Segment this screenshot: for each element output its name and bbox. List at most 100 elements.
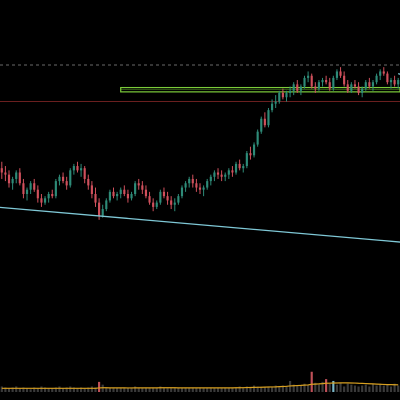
- volume-bar: [162, 387, 166, 392]
- candle-body: [177, 196, 180, 203]
- volume-bar: [234, 387, 238, 392]
- candle-body: [130, 194, 133, 199]
- candle-body: [386, 73, 389, 83]
- volume-moving-average: [1, 382, 399, 389]
- volume-bar: [98, 381, 101, 392]
- candle-body: [15, 172, 18, 179]
- volume-bar: [281, 385, 284, 392]
- candle-body: [33, 183, 36, 190]
- volume-bar: [123, 387, 126, 392]
- candle-body: [162, 191, 166, 197]
- candle-body: [375, 75, 378, 83]
- candle-body: [206, 181, 209, 188]
- candle-body: [397, 80, 400, 85]
- candle-body: [0, 168, 3, 173]
- volume-bar: [350, 384, 353, 392]
- volume-bar: [299, 385, 302, 392]
- volume-bar: [353, 385, 357, 392]
- candle-body: [134, 183, 137, 194]
- candle-body: [180, 187, 184, 197]
- volume-bar: [231, 387, 234, 392]
- candle-body: [389, 80, 393, 83]
- candle-body: [123, 189, 126, 194]
- candle-body: [119, 189, 122, 194]
- volume-bar: [270, 386, 274, 392]
- candle-body: [198, 187, 202, 190]
- candle-body: [40, 198, 43, 203]
- candle-body: [224, 174, 227, 177]
- candle-body: [4, 172, 7, 175]
- candle-body: [231, 170, 234, 173]
- candle-body: [357, 86, 360, 93]
- candle-body: [303, 77, 306, 87]
- candle-body: [267, 110, 270, 126]
- volume-bar: [141, 388, 144, 392]
- volume-bar: [332, 380, 335, 392]
- volume-bar: [386, 384, 389, 392]
- volume-bar: [148, 388, 151, 392]
- horizontal-levels: [0, 64, 400, 103]
- volume-bar: [18, 388, 21, 392]
- candle-body: [364, 82, 367, 89]
- volume-bar: [47, 388, 50, 392]
- volume-bar: [249, 387, 252, 392]
- volume-bar: [180, 388, 184, 392]
- volume-bar: [116, 388, 119, 392]
- candle-body: [382, 71, 385, 74]
- candle-body: [368, 82, 371, 87]
- candle-body: [335, 71, 339, 78]
- candle-body: [296, 84, 299, 91]
- volume-bar: [307, 384, 310, 392]
- volume-bar: [36, 388, 39, 392]
- volume-bar: [22, 387, 25, 392]
- candle-body: [72, 166, 75, 171]
- volume-bar: [119, 388, 122, 392]
- candle-body: [317, 82, 320, 89]
- candle-body: [339, 71, 342, 76]
- volume-bar: [166, 388, 169, 392]
- trendlines: [0, 72, 400, 243]
- volume-bar: [7, 388, 11, 392]
- volume-bar: [105, 387, 108, 392]
- volume-bar: [379, 384, 382, 392]
- volume-bar: [87, 387, 90, 392]
- candle-body: [54, 181, 57, 197]
- volume-bar: [83, 388, 86, 392]
- candle-body: [281, 92, 284, 98]
- price-candles: [0, 67, 400, 220]
- volume-bar: [339, 382, 342, 392]
- volume-bar: [224, 387, 227, 392]
- volume-bar: [94, 387, 97, 392]
- volume-bar: [267, 387, 270, 392]
- candle-body: [87, 178, 90, 186]
- volume-bar: [152, 387, 155, 392]
- volume-bar: [238, 386, 241, 392]
- volume-bar: [76, 388, 79, 392]
- candle-body: [379, 71, 382, 76]
- candle-body: [371, 82, 375, 87]
- volume-bar: [361, 385, 364, 392]
- candle-body: [238, 163, 241, 169]
- volume-bar: [170, 387, 173, 392]
- volume-bar: [317, 384, 320, 392]
- candle-body: [173, 202, 176, 205]
- candle-body: [209, 176, 212, 182]
- candle-body: [256, 131, 259, 145]
- volume-bar: [198, 387, 202, 392]
- candle-body: [213, 172, 216, 177]
- candle-body: [202, 187, 205, 190]
- volume-bar: [58, 386, 61, 392]
- volume-bar: [155, 388, 158, 392]
- volume-bar: [130, 387, 133, 392]
- candle-body: [7, 174, 11, 184]
- volume-bar: [184, 387, 187, 392]
- volume-bar: [25, 388, 29, 392]
- candle-body: [126, 194, 130, 199]
- volume-bar: [15, 386, 18, 392]
- volume-bar: [321, 381, 324, 392]
- candle-body: [18, 172, 21, 184]
- candle-body: [263, 118, 266, 126]
- volume-bar: [65, 387, 68, 392]
- candle-body: [234, 163, 238, 173]
- volume-bar: [0, 386, 3, 392]
